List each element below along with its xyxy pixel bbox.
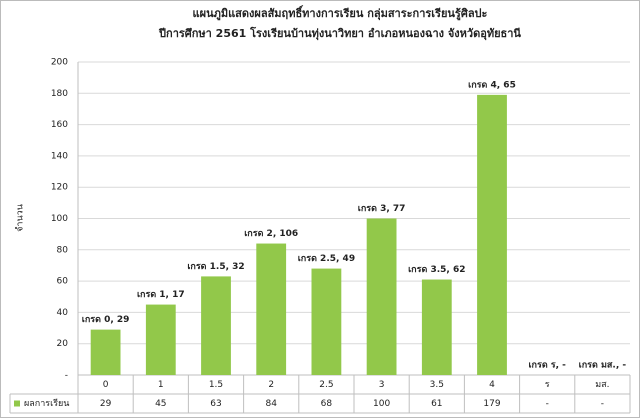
y-tick-label: 80 [57, 245, 69, 255]
table-value: - [546, 399, 549, 409]
y-tick-label: 40 [57, 308, 69, 318]
x-tick-label: 4 [489, 380, 495, 390]
table-value: 179 [483, 399, 500, 409]
y-tick-label: - [65, 371, 68, 381]
legend-label: ผลการเรียน [24, 398, 69, 409]
bar [201, 276, 231, 375]
y-tick-label: 160 [51, 120, 68, 130]
bar [311, 268, 342, 375]
x-tick-label: ร [545, 380, 550, 390]
annotation: เกรด 4, 65 [468, 80, 516, 90]
annotation: เกรด 2.5, 49 [298, 254, 355, 264]
table-value: 100 [373, 399, 390, 409]
x-tick-label: 3 [379, 380, 385, 390]
x-tick-label: มส. [595, 380, 609, 390]
bar [477, 94, 507, 376]
table-value: 29 [100, 399, 112, 409]
table-value: 61 [431, 399, 442, 409]
bar [366, 218, 397, 375]
bar [421, 279, 452, 375]
annotation: เกรด 1, 17 [137, 290, 185, 300]
table-value: 63 [210, 399, 221, 409]
y-tick-label: 180 [51, 89, 68, 99]
x-tick-label: 1 [158, 380, 164, 390]
x-tick-label: 2 [268, 380, 274, 390]
annotation: เกรด 3, 77 [358, 204, 406, 214]
y-tick-label: 20 [57, 339, 69, 349]
table-value: 84 [265, 399, 277, 409]
y-tick-label: 100 [51, 214, 68, 224]
x-tick-label: 2.5 [319, 380, 333, 390]
legend-swatch [14, 400, 20, 407]
annotation: เกรด 2, 106 [244, 229, 298, 239]
y-tick-label: 60 [57, 277, 69, 287]
table-value: 45 [155, 399, 166, 409]
table-value: - [601, 399, 604, 409]
y-axis-label: จำนวน [15, 204, 26, 232]
table-value: 68 [321, 399, 333, 409]
annotation: เกรด มส., - [579, 361, 627, 371]
x-tick-label: 1.5 [209, 380, 223, 390]
annotation: เกรด 1.5, 32 [187, 262, 244, 272]
y-tick-label: 200 [51, 58, 68, 68]
y-tick-label: 140 [51, 151, 68, 161]
x-tick-label: 0 [103, 380, 109, 390]
annotation: เกรด 3.5, 62 [408, 265, 465, 275]
chart-title: แผนภูมิแสดงผลสัมฤทธิ์ทางการเรียน กลุ่มสา… [193, 5, 488, 21]
bar [90, 329, 121, 375]
annotation: เกรด ร, - [528, 361, 566, 371]
bar [256, 243, 287, 375]
bar [145, 304, 176, 375]
y-tick-label: 120 [51, 183, 68, 193]
x-tick-label: 3.5 [430, 380, 444, 390]
annotation: เกรด 0, 29 [82, 315, 130, 325]
chart-subtitle: ปีการศึกษา 2561 โรงเรียนบ้านทุ่งนาวิทยา … [158, 26, 521, 41]
